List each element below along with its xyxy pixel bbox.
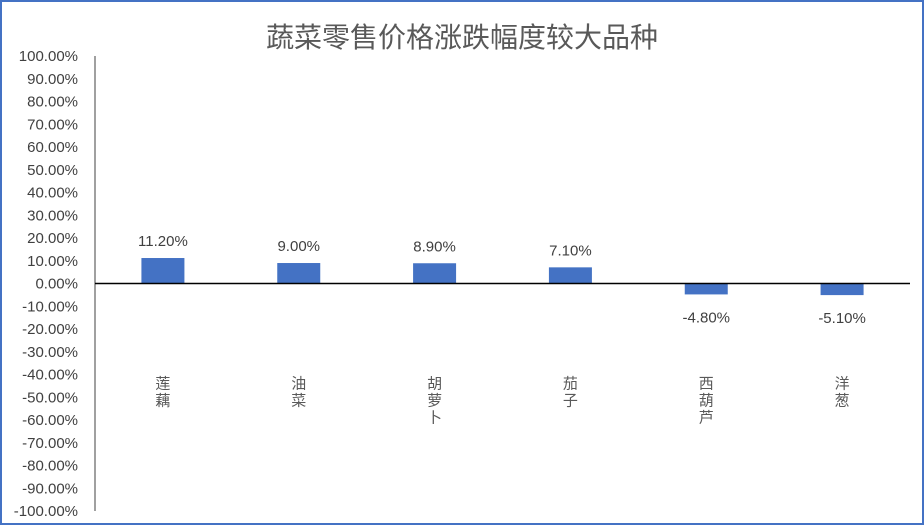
y-tick-label: 0.00% (35, 276, 78, 293)
bars (141, 258, 864, 296)
y-tick-label: 50.00% (27, 162, 78, 179)
bar (141, 258, 185, 284)
data-label: 8.90% (413, 238, 456, 255)
category-label: 茄子 (563, 375, 578, 410)
chart-title: 蔬菜零售价格涨跌幅度较大品种 (266, 22, 658, 53)
y-tick-label: 100.00% (19, 48, 78, 65)
data-label: -4.80% (682, 309, 730, 326)
y-tick-label: -70.00% (22, 435, 78, 452)
data-label: 9.00% (277, 238, 320, 255)
category-label: 胡萝卜 (427, 375, 442, 427)
y-tick-label: -20.00% (22, 321, 78, 338)
y-tick-label: -90.00% (22, 480, 78, 497)
y-tick-label: 40.00% (27, 185, 78, 202)
data-label: 11.20% (138, 233, 188, 250)
category-labels: 莲藕 油菜 胡萝卜 茄子 西葫芦 洋葱 (155, 375, 849, 427)
y-tick-label: -50.00% (22, 389, 78, 406)
y-tick-label: 10.00% (27, 253, 78, 270)
bar (277, 263, 321, 284)
y-axis-ticks: 100.00% 90.00% 80.00% 70.00% 60.00% 50.00% 40.… (14, 48, 78, 520)
bar (820, 283, 864, 296)
y-tick-label: -80.00% (22, 458, 78, 475)
y-tick-label: 20.00% (27, 230, 78, 247)
bar (413, 263, 457, 284)
y-tick-label: -30.00% (22, 344, 78, 361)
category-label: 油菜 (291, 375, 306, 410)
category-label: 莲藕 (155, 375, 170, 410)
y-tick-label: -40.00% (22, 367, 78, 384)
data-labels: 11.20% 9.00% 8.90% 7.10% -4.80% -5.10% (138, 233, 866, 327)
bar (684, 283, 728, 295)
data-label: 7.10% (549, 242, 592, 259)
category-label: 洋葱 (835, 375, 850, 410)
y-tick-label: 60.00% (27, 139, 78, 156)
y-tick-label: 80.00% (27, 94, 78, 111)
bar (548, 267, 592, 284)
y-tick-label: 70.00% (27, 116, 78, 133)
y-tick-label: -10.00% (22, 298, 78, 315)
y-tick-label: -100.00% (14, 503, 78, 520)
y-tick-label: 90.00% (27, 71, 78, 88)
y-tick-label: -60.00% (22, 412, 78, 429)
category-label: 西葫芦 (699, 375, 714, 427)
y-tick-label: 30.00% (27, 207, 78, 224)
data-label: -5.10% (818, 310, 866, 327)
